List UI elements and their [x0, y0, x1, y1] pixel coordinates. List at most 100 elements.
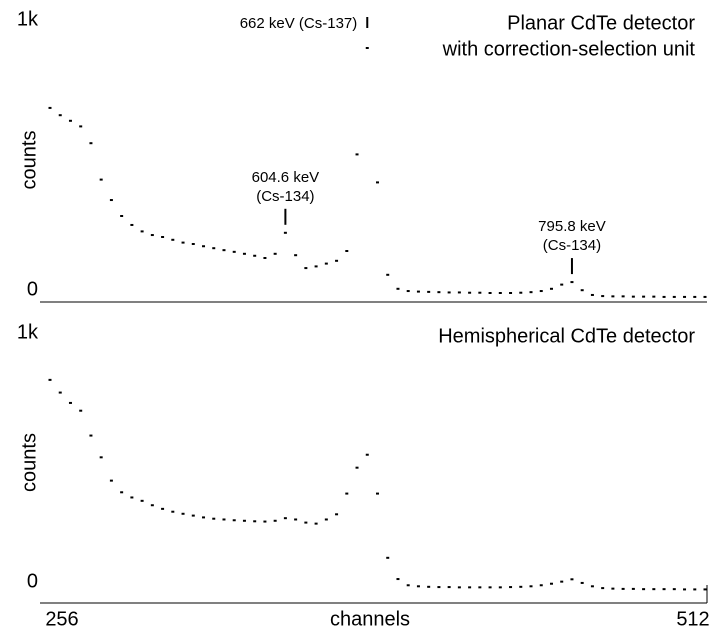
data-point	[488, 292, 492, 294]
annotation: 662 keV (Cs-137)	[240, 15, 358, 32]
data-point	[519, 585, 523, 588]
panel-title: Hemispherical CdTe detector	[438, 325, 695, 347]
data-point	[68, 401, 72, 404]
data-point	[222, 518, 226, 521]
annotation: 795.8 keV	[538, 218, 606, 235]
data-point	[406, 584, 410, 587]
data-point	[703, 295, 707, 298]
data-point	[58, 391, 62, 394]
data-point	[242, 519, 246, 522]
data-point	[427, 585, 431, 588]
data-point	[611, 587, 615, 590]
data-point	[263, 257, 267, 259]
x-axis-label: channels	[330, 608, 410, 630]
data-point	[314, 522, 318, 525]
data-point	[171, 238, 175, 241]
data-point	[232, 250, 236, 253]
data-point	[560, 580, 564, 583]
data-point	[130, 496, 134, 499]
data-point	[304, 267, 308, 270]
data-point	[539, 290, 543, 293]
data-point	[253, 520, 257, 523]
data-point	[365, 47, 369, 49]
data-point	[283, 517, 287, 520]
y-tick-label: 1k	[17, 8, 39, 30]
data-point	[601, 295, 605, 298]
data-point	[386, 556, 390, 559]
data-point	[335, 513, 339, 516]
data-point	[416, 585, 420, 588]
data-point	[509, 586, 513, 589]
data-point	[396, 578, 400, 581]
data-point	[99, 178, 103, 181]
data-point	[570, 281, 574, 284]
data-point	[590, 585, 594, 588]
data-point	[509, 292, 513, 294]
y-axis-label: counts	[18, 131, 40, 190]
x-tick-label: 512	[676, 608, 709, 630]
data-point	[478, 586, 482, 589]
data-point	[48, 106, 52, 109]
data-point	[202, 516, 206, 519]
data-point	[406, 290, 410, 293]
data-point	[222, 249, 226, 252]
data-point	[283, 231, 287, 234]
data-point	[294, 518, 298, 521]
data-point	[191, 514, 195, 517]
data-point	[171, 510, 175, 513]
data-point	[68, 119, 72, 122]
data-point	[457, 586, 461, 589]
data-point	[253, 254, 257, 257]
data-point	[683, 295, 687, 298]
data-point	[202, 245, 206, 248]
data-point	[652, 588, 656, 591]
data-point	[181, 241, 185, 244]
data-point	[416, 290, 420, 293]
data-point	[437, 586, 441, 589]
data-point	[447, 586, 451, 589]
data-point	[570, 578, 574, 581]
data-point	[345, 492, 349, 495]
annotation: 604.6 keV	[252, 169, 320, 186]
data-point	[376, 492, 379, 495]
data-point	[191, 243, 195, 245]
data-point	[335, 259, 339, 262]
data-point	[672, 295, 676, 298]
data-point	[631, 587, 635, 590]
data-point	[232, 519, 236, 522]
panel-title: with correction-selection unit	[442, 38, 696, 60]
data-point	[79, 125, 83, 128]
data-point	[140, 499, 144, 502]
data-point	[212, 247, 216, 250]
data-point	[324, 262, 328, 265]
data-point	[652, 295, 656, 298]
data-point	[621, 295, 625, 298]
data-point	[498, 292, 502, 294]
data-point	[693, 588, 697, 591]
data-point	[140, 230, 144, 233]
data-point	[539, 584, 543, 587]
data-point	[662, 295, 666, 298]
y-tick-label: 1k	[17, 321, 39, 343]
data-point	[468, 586, 472, 589]
data-point	[109, 479, 113, 482]
data-point	[161, 507, 165, 510]
data-point	[324, 518, 328, 521]
data-point	[601, 587, 605, 590]
panel-title: Planar CdTe detector	[507, 12, 695, 34]
data-point	[376, 181, 379, 184]
data-point	[549, 582, 553, 585]
data-point	[396, 287, 400, 290]
data-point	[273, 252, 277, 255]
data-point	[120, 215, 124, 217]
data-point	[273, 519, 277, 522]
data-point	[89, 434, 93, 437]
data-point	[498, 586, 502, 589]
data-point	[529, 291, 533, 294]
data-point	[703, 588, 707, 591]
data-point	[611, 295, 615, 298]
data-point	[99, 456, 103, 459]
data-point	[355, 153, 359, 156]
data-point	[212, 517, 216, 520]
data-point	[161, 236, 165, 238]
